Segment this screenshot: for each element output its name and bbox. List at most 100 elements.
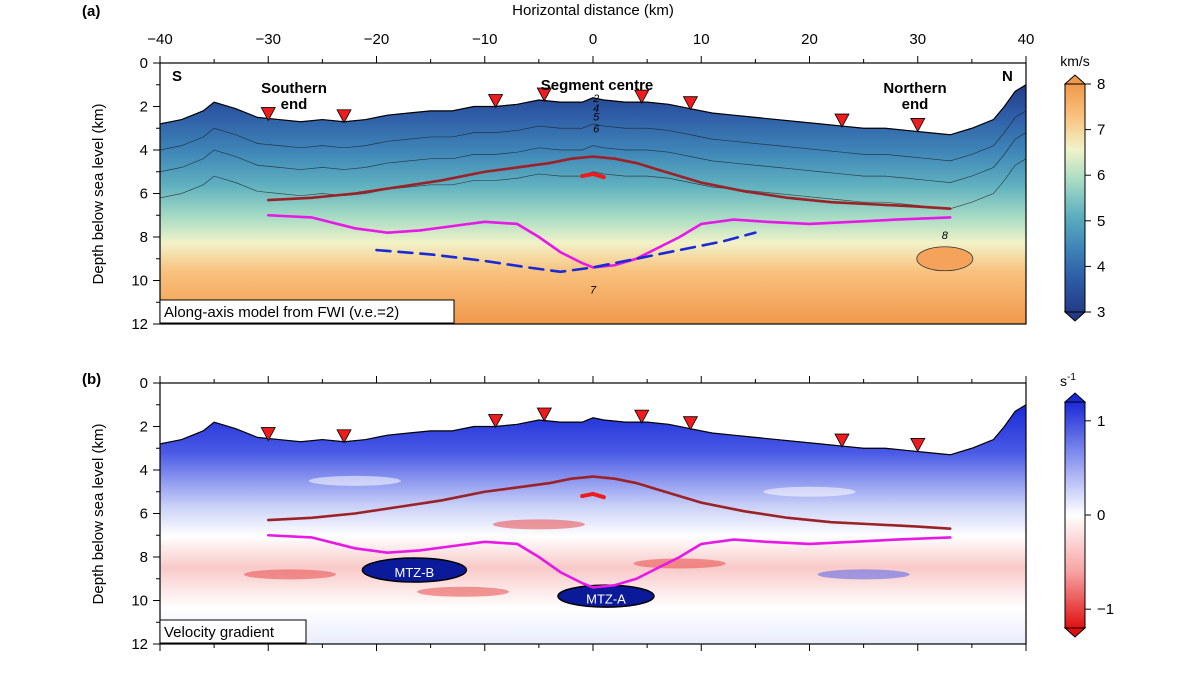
colorbar-velocity-tick-label-0: 3	[1097, 304, 1105, 321]
interface-line-a-2	[266, 213, 952, 269]
colorbar-velocity-bar	[1064, 83, 1086, 313]
x-tick-label-1: −30	[256, 31, 281, 48]
seafloor-line-a	[160, 84, 1026, 136]
interface-line-a-4	[580, 171, 606, 180]
colorbar-velocity-tick-label-1: 4	[1097, 258, 1105, 275]
y-tick-label-3: 6	[140, 506, 148, 523]
label-southern-end-1: Southern	[261, 80, 327, 97]
obs-station-a-2	[336, 109, 352, 124]
obs-station-a-3	[487, 94, 504, 109]
zone-label-2: MTZ-A	[586, 591, 626, 606]
y-tick-label-2: 4	[140, 462, 148, 479]
y-tick-label-0: 0	[140, 55, 148, 72]
inset-label-b: Velocity gradient	[164, 624, 275, 641]
x-tick-label-4: 0	[589, 31, 597, 48]
interface-line-a-3	[375, 231, 757, 274]
x-ticks-bottom	[159, 376, 1027, 651]
gradient-streak-2	[417, 586, 510, 597]
label-northern-end-1: Northern	[883, 80, 946, 97]
label-segment-centre: Segment centre	[541, 77, 654, 94]
colorbar-gradient-tick-label-0: −1	[1097, 601, 1114, 618]
colorbar-gradient-arrow-bottom	[1063, 627, 1087, 638]
velocity-contour-2	[160, 132, 1026, 183]
x-tick-label-3: −10	[472, 31, 497, 48]
x-tick-label-5: 10	[693, 31, 710, 48]
colorbar-velocity: km/s 3 4 5 6 7 8	[1060, 53, 1105, 322]
y-tick-label-4: 8	[140, 549, 148, 566]
contour-label-4: 6	[593, 124, 600, 136]
mtz-b-zone	[361, 557, 468, 583]
seafloor-line-b	[160, 404, 1026, 456]
y-axis-label-a: Depth below sea level (km)	[90, 104, 107, 285]
gradient-streak-3	[633, 558, 726, 569]
y-axis-label-b: Depth below sea level (km)	[90, 424, 107, 605]
colorbar-velocity-tick-label-2: 5	[1097, 213, 1105, 230]
y-tick-label-0: 0	[140, 375, 148, 392]
y-tick-label-1: 2	[140, 419, 148, 436]
obs-station-a-5	[634, 89, 650, 104]
y-tick-label-5: 10	[131, 593, 148, 610]
obs-station-a-1	[260, 107, 276, 122]
y-tick-label-6: 12	[131, 316, 148, 333]
label-north: N	[1002, 68, 1013, 85]
y-tick-label-2: 4	[140, 142, 148, 159]
obs-station-a-6	[682, 96, 699, 111]
colorbar-gradient-unit-base: s	[1060, 373, 1067, 389]
contour-label-6: 7	[590, 285, 597, 297]
contour-8-body	[916, 246, 974, 272]
inset-label-a-box: Along-axis model from FWI (v.e.=2)	[159, 299, 455, 324]
x-tick-label-8: 40	[1018, 31, 1035, 48]
obs-station-b-7	[834, 433, 850, 448]
y-tick-label-6: 12	[131, 636, 148, 653]
contour-label-3: 5	[593, 112, 600, 124]
x-tick-label-7: 30	[909, 31, 926, 48]
y-ticks-b: 0 2 4 6 8 10 12	[131, 375, 160, 653]
y-tick-label-3: 6	[140, 186, 148, 203]
panel-b: (b) MTZ-B MTZ-A 0 2 4 6 8 10 12 Depth below sea…	[82, 371, 1027, 653]
crust-velocity-fill	[160, 84, 1026, 324]
obs-station-b-6	[682, 416, 699, 431]
colorbar-velocity-tick-label-5: 8	[1097, 76, 1105, 93]
label-northern-end-2: end	[902, 96, 929, 113]
inset-label-a: Along-axis model from FWI (v.e.=2)	[164, 304, 399, 321]
y-ticks-a: 0 2 4 6 8 10 12	[131, 55, 160, 333]
obs-station-b-2	[336, 429, 352, 444]
label-south: S	[172, 68, 182, 85]
colorbar-velocity-arrow-top	[1063, 74, 1087, 85]
colorbar-gradient-bar	[1064, 401, 1086, 629]
obs-station-b-3	[487, 414, 504, 429]
gradient-streak-6	[492, 519, 585, 530]
contour-label-2: 4	[593, 103, 599, 115]
x-axis-title: Horizontal distance (km)	[512, 2, 674, 19]
colorbar-gradient: s-1 −1 0 1	[1060, 372, 1114, 638]
obs-station-b-8	[910, 438, 926, 453]
y-tick-label-4: 8	[140, 229, 148, 246]
obs-station-b-4	[536, 407, 552, 422]
inset-label-b-box: Velocity gradient	[159, 619, 307, 644]
interface-line-b-1	[266, 475, 952, 531]
gradient-streak-4	[308, 475, 401, 486]
velocity-gradient-field: MTZ-B MTZ-A	[160, 404, 1026, 644]
obs-station-a-8	[910, 118, 926, 133]
interface-line-b-2	[266, 533, 952, 589]
obs-station-a-7	[834, 113, 850, 128]
gradient-fill	[160, 404, 1026, 644]
obs-station-b-5	[634, 409, 650, 424]
gradient-streak-5	[763, 486, 856, 497]
label-southern-end-2: end	[281, 96, 308, 113]
y-tick-label-5: 10	[131, 273, 148, 290]
zone-label-1: MTZ-B	[395, 565, 435, 580]
interface-line-a-1	[266, 155, 952, 211]
contour-label-5: 8	[942, 230, 949, 242]
colorbar-gradient-unit-exp: -1	[1067, 372, 1076, 383]
x-tick-label-0: −40	[147, 31, 172, 48]
colorbar-gradient-unit: s-1	[1060, 372, 1076, 389]
obs-station-b-1	[260, 427, 276, 442]
x-ticks-top: −40 −30 −20 −10 0 10 20 30 40	[147, 31, 1034, 63]
contour-label-1: 2	[592, 93, 599, 105]
velocity-contour-1	[160, 110, 1026, 162]
colorbar-velocity-tick-label-3: 6	[1097, 167, 1105, 184]
